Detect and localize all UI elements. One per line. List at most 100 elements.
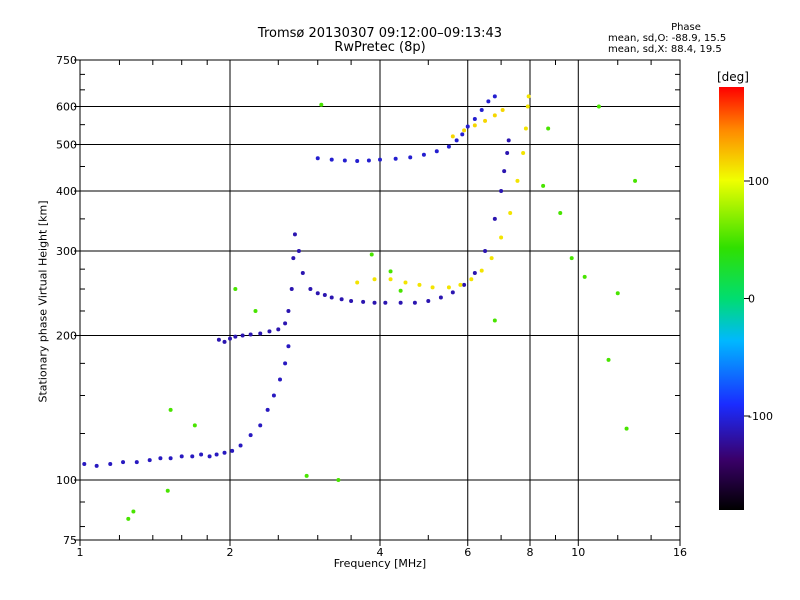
data-point — [248, 332, 253, 337]
data-point — [286, 308, 291, 313]
data-point — [121, 460, 126, 465]
data-point — [546, 126, 551, 131]
colorbar-label: [deg] — [717, 70, 749, 84]
data-point — [479, 268, 484, 273]
data-point — [525, 104, 530, 109]
chart-title: Tromsø 20130307 09:12:00–09:13:43 — [257, 26, 503, 41]
data-point — [216, 337, 221, 342]
data-point — [228, 336, 232, 341]
data-point — [454, 138, 459, 143]
data-point — [355, 280, 360, 285]
data-point — [521, 151, 526, 156]
data-point — [276, 327, 281, 332]
data-point — [479, 108, 484, 113]
phase-stats-o: mean, sd,O: -88.9, 15.5 — [608, 33, 727, 44]
minor-ticks — [80, 60, 680, 540]
x-tick-label: 8 — [527, 546, 534, 559]
data-point — [267, 329, 272, 334]
colorbar-tick-label: 0 — [748, 293, 755, 306]
data-point — [329, 295, 334, 300]
y-tick-label: 750 — [56, 54, 77, 67]
x-tick-label: 16 — [673, 546, 687, 559]
chart-subtitle: RwPretec (8p) — [334, 40, 426, 55]
grid-lines — [80, 60, 680, 540]
data-point — [372, 277, 377, 282]
y-axis-ticks: 75 100 200 300 400 500 600 750 — [56, 54, 80, 547]
data-point — [383, 300, 388, 305]
y-tick-label: 100 — [56, 474, 77, 487]
data-point — [165, 488, 170, 493]
data-point — [465, 124, 470, 129]
data-point — [82, 461, 87, 466]
y-tick-label: 200 — [56, 330, 77, 343]
data-point — [283, 321, 288, 326]
data-point — [398, 288, 403, 293]
x-tick-label: 6 — [464, 546, 471, 559]
data-point — [388, 277, 393, 282]
data-point — [168, 407, 173, 412]
colorbar — [719, 87, 744, 510]
data-point — [430, 285, 435, 290]
data-point — [319, 102, 324, 107]
data-point — [233, 287, 238, 292]
data-point — [446, 285, 451, 290]
data-point — [258, 331, 263, 336]
data-point — [134, 460, 139, 465]
y-axis-label: Stationary phase Virtual Height [km] — [36, 200, 50, 403]
data-point — [168, 456, 173, 461]
data-point — [372, 300, 377, 305]
data-point — [131, 509, 136, 514]
data-point — [361, 299, 366, 304]
data-point — [483, 118, 488, 123]
data-point — [569, 256, 574, 261]
data-point — [278, 377, 283, 382]
data-point — [240, 333, 245, 338]
data-point — [472, 270, 477, 275]
data-point — [492, 94, 497, 99]
data-point — [438, 295, 443, 300]
y-tick-label: 300 — [56, 245, 77, 258]
data-point — [458, 282, 463, 287]
data-point — [408, 155, 413, 160]
data-point — [606, 357, 611, 362]
data-point — [508, 211, 513, 216]
data-point — [515, 178, 520, 183]
data-point — [233, 334, 238, 339]
data-point — [492, 318, 497, 323]
data-point — [329, 157, 334, 162]
data-point — [412, 300, 417, 305]
data-point — [339, 297, 344, 302]
data-point — [300, 270, 305, 275]
data-point — [147, 458, 152, 463]
data-point — [258, 423, 263, 428]
data-point — [315, 156, 320, 161]
data-point — [207, 454, 212, 459]
data-point — [426, 299, 431, 304]
data-point — [483, 249, 488, 254]
data-point — [523, 126, 528, 131]
x-tick-label: 4 — [377, 546, 384, 559]
data-point — [398, 300, 403, 305]
data-point — [462, 128, 467, 133]
y-tick-label: 500 — [56, 139, 77, 152]
data-point — [446, 144, 451, 149]
data-point — [199, 452, 204, 457]
data-point — [315, 291, 320, 296]
x-axis-ticks: 1 2 4 6 8 10 16 — [77, 540, 687, 559]
phase-stats-header: Phase — [671, 22, 701, 33]
data-point — [596, 104, 601, 109]
data-point — [265, 407, 270, 412]
data-point — [342, 158, 347, 163]
data-point — [349, 299, 354, 304]
data-point — [582, 274, 587, 279]
data-point — [499, 235, 504, 240]
data-point — [296, 249, 301, 254]
data-point — [366, 158, 371, 163]
x-tick-label: 2 — [227, 546, 234, 559]
data-point — [238, 443, 243, 448]
x-tick-label: 1 — [77, 546, 84, 559]
data-point — [462, 282, 467, 287]
data-point — [283, 361, 288, 366]
data-point — [633, 178, 638, 183]
